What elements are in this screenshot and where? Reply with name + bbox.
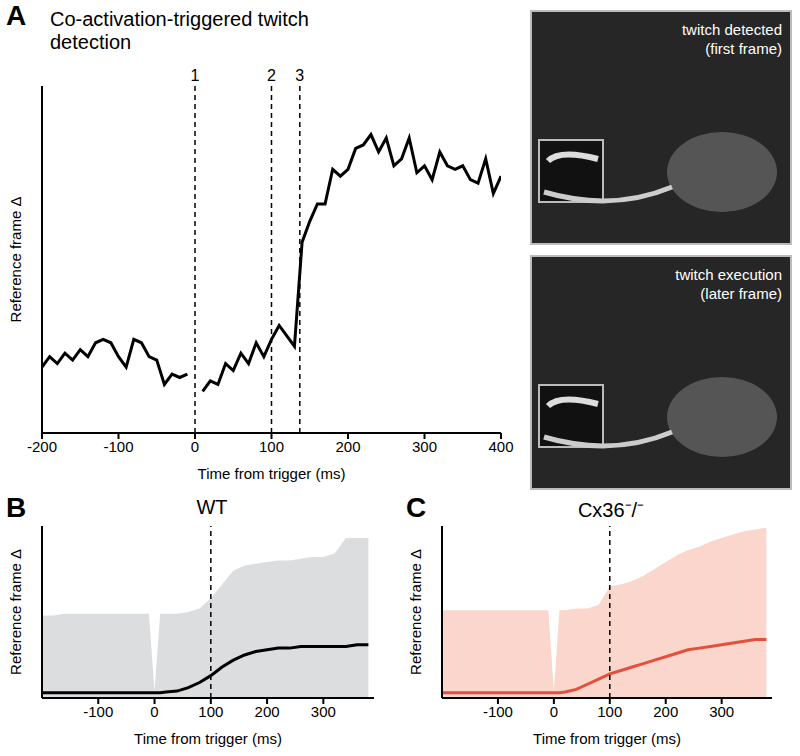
html-text:B: B <box>6 492 27 523</box>
html-text:(first frame): (first frame) <box>705 40 782 57</box>
html-text:A: A <box>6 0 27 31</box>
svg-text:0: 0 <box>191 438 199 455</box>
svg-text:Reference frame Δ: Reference frame Δ <box>7 197 24 323</box>
html-text:Co-activation-triggered twitch: Co-activation-triggered twitch detection <box>50 8 309 53</box>
svg-text:100: 100 <box>198 703 223 720</box>
svg-text:300: 300 <box>311 703 336 720</box>
svg-text:1: 1 <box>191 67 200 84</box>
html-text:C: C <box>406 492 427 523</box>
svg-text:Reference frame Δ: Reference frame Δ <box>7 549 24 675</box>
svg-text:3: 3 <box>295 67 304 84</box>
html-text:twitch detected: twitch detected <box>681 21 782 38</box>
html-text:Cx36⁻/⁻: Cx36⁻/⁻ <box>577 499 645 521</box>
svg-text:Time from trigger (ms): Time from trigger (ms) <box>198 465 346 482</box>
svg-text:100: 100 <box>259 438 284 455</box>
svg-text:300: 300 <box>709 703 734 720</box>
svg-text:Time from trigger (ms): Time from trigger (ms) <box>533 730 681 747</box>
html-text:WT: WT <box>196 496 228 518</box>
svg-text:100: 100 <box>597 703 622 720</box>
svg-text:2: 2 <box>267 67 276 84</box>
svg-text:-200: -200 <box>27 438 57 455</box>
html-text:twitch execution: twitch execution <box>675 266 782 283</box>
svg-text:300: 300 <box>412 438 437 455</box>
svg-text:-100: -100 <box>103 438 133 455</box>
svg-text:200: 200 <box>255 703 280 720</box>
html-text:(later frame): (later frame) <box>700 285 782 302</box>
svg-text:Reference frame Δ: Reference frame Δ <box>407 549 424 675</box>
svg-text:200: 200 <box>653 703 678 720</box>
svg-text:-100: -100 <box>483 703 513 720</box>
svg-text:0: 0 <box>150 703 158 720</box>
svg-text:400: 400 <box>488 438 513 455</box>
svg-text:Time from trigger (ms): Time from trigger (ms) <box>134 730 282 747</box>
svg-text:-100: -100 <box>83 703 113 720</box>
svg-text:0: 0 <box>550 703 558 720</box>
svg-text:200: 200 <box>335 438 360 455</box>
